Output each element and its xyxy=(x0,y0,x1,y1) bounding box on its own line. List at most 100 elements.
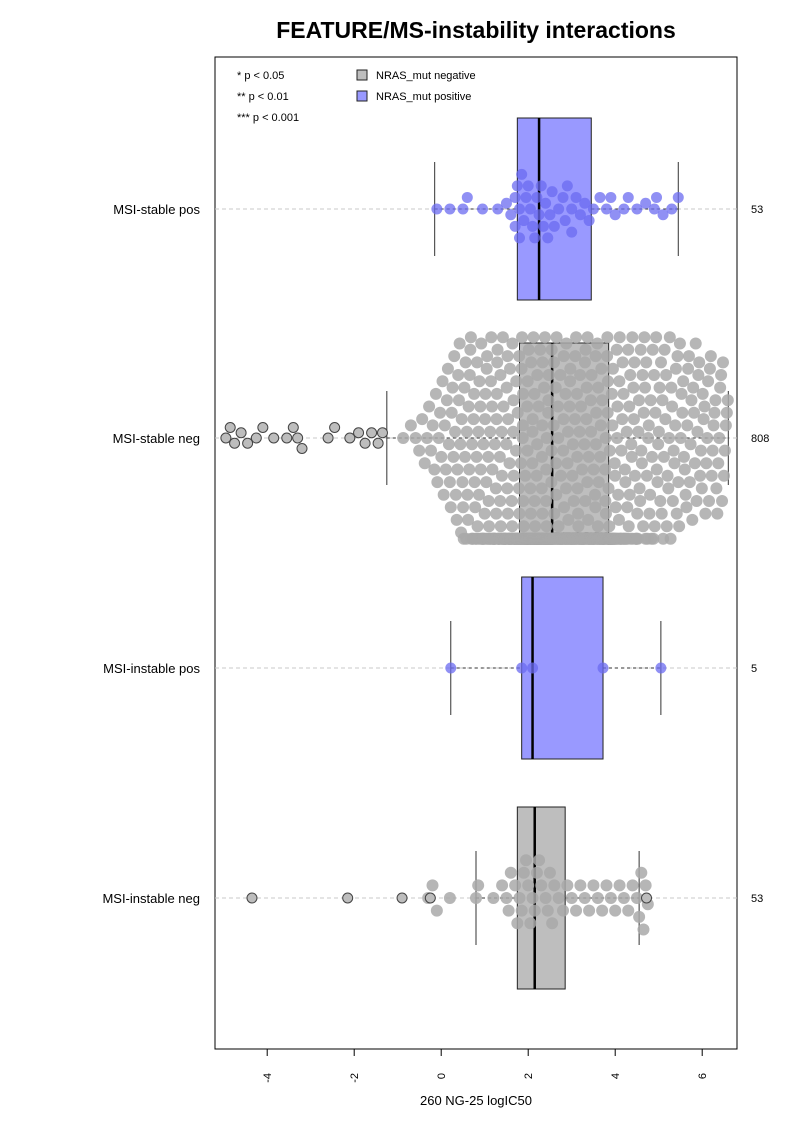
point-layer xyxy=(220,168,734,936)
data-point xyxy=(500,381,513,394)
significance-legend-item: * p < 0.05 xyxy=(237,70,284,82)
data-point xyxy=(487,892,500,904)
outlier-point xyxy=(329,422,341,433)
data-point xyxy=(585,425,598,438)
data-point xyxy=(439,463,452,476)
data-point xyxy=(552,432,565,444)
data-point xyxy=(627,413,640,426)
data-point xyxy=(721,394,734,407)
data-point xyxy=(639,879,652,892)
outlier-point xyxy=(396,892,408,904)
data-point xyxy=(504,866,517,879)
data-point xyxy=(648,369,661,381)
data-point xyxy=(613,879,626,892)
data-point xyxy=(665,381,678,394)
data-point xyxy=(530,469,543,482)
data-point xyxy=(522,180,534,192)
data-point xyxy=(610,343,623,356)
outlier-point xyxy=(296,443,308,454)
data-point xyxy=(426,879,439,892)
outlier-point xyxy=(257,422,269,433)
data-point xyxy=(711,507,724,520)
data-point xyxy=(517,387,530,400)
data-point xyxy=(638,381,651,394)
data-point xyxy=(616,413,629,426)
data-point xyxy=(500,438,513,451)
data-point xyxy=(660,520,673,533)
data-point xyxy=(502,904,515,917)
data-point xyxy=(517,520,530,533)
data-point xyxy=(536,356,549,369)
data-point xyxy=(688,457,701,470)
data-point xyxy=(717,356,730,369)
data-point xyxy=(561,879,574,892)
legend-label: NRAS_mut negative xyxy=(376,70,476,82)
data-point xyxy=(565,892,578,904)
data-point xyxy=(552,400,565,413)
outlier-point xyxy=(229,437,241,449)
data-point xyxy=(612,488,625,501)
data-point xyxy=(648,520,661,533)
data-point xyxy=(461,488,474,501)
data-point xyxy=(602,482,615,495)
data-point xyxy=(452,369,465,381)
data-point xyxy=(669,419,682,432)
data-point xyxy=(520,191,532,203)
data-point xyxy=(655,507,668,520)
data-point xyxy=(591,520,604,533)
data-point xyxy=(531,191,543,203)
data-point xyxy=(646,450,659,463)
data-point xyxy=(557,350,570,363)
data-point xyxy=(529,232,541,244)
data-point xyxy=(599,495,612,507)
data-point xyxy=(440,394,453,407)
data-point xyxy=(675,387,688,400)
data-point xyxy=(663,432,676,444)
data-point xyxy=(678,463,691,476)
data-point xyxy=(474,463,487,476)
data-point xyxy=(500,892,513,904)
data-point xyxy=(718,444,731,457)
data-point xyxy=(579,343,592,356)
group-count: 53 xyxy=(751,204,763,216)
data-point xyxy=(574,369,587,381)
data-point xyxy=(470,892,482,904)
data-point xyxy=(677,375,690,388)
data-point xyxy=(651,191,663,203)
data-point xyxy=(585,369,598,381)
x-axis: -4 -2 0 2 4 6 xyxy=(262,1048,709,1083)
data-point xyxy=(601,331,614,344)
data-point xyxy=(696,387,709,400)
data-point xyxy=(504,362,517,375)
data-point xyxy=(683,476,696,489)
data-point xyxy=(486,463,499,476)
data-point xyxy=(650,331,663,344)
data-point xyxy=(578,438,591,451)
data-point xyxy=(538,331,551,344)
data-point xyxy=(694,469,707,482)
data-point xyxy=(667,444,680,457)
group-labels: MSI-stable pos 53 MSI-stable neg 808 MSI-ins… xyxy=(102,202,769,906)
data-point xyxy=(536,419,549,432)
data-point xyxy=(491,356,504,369)
data-point xyxy=(513,350,526,363)
data-point xyxy=(545,343,558,356)
data-point xyxy=(413,444,426,457)
data-point xyxy=(557,413,570,426)
data-point xyxy=(542,406,555,419)
data-point xyxy=(483,520,496,533)
data-point xyxy=(537,220,549,232)
data-point xyxy=(642,432,655,444)
data-point xyxy=(587,463,600,476)
group-label: MSI-stable pos xyxy=(113,202,200,217)
data-point xyxy=(681,419,694,432)
data-point xyxy=(540,520,553,533)
data-point xyxy=(624,369,637,381)
data-point xyxy=(524,917,537,930)
data-point xyxy=(612,513,625,526)
data-point xyxy=(589,501,602,514)
data-point xyxy=(637,406,650,419)
data-point xyxy=(524,482,537,495)
data-point xyxy=(431,203,443,215)
data-point xyxy=(687,381,700,394)
